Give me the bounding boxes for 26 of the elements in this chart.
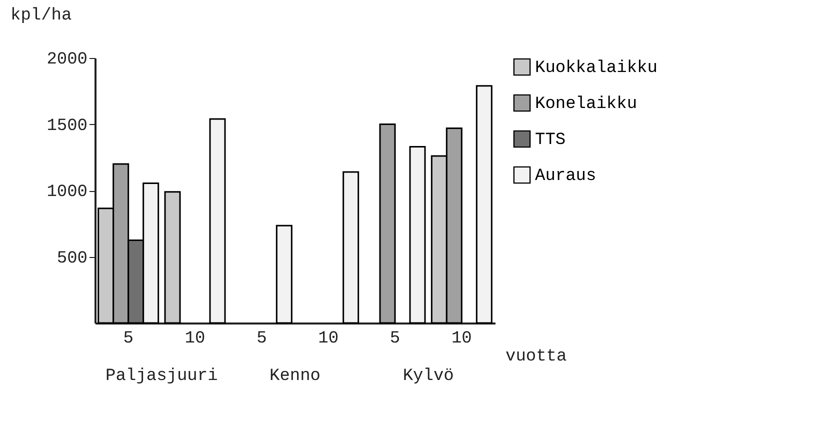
legend-label: Kuokkalaikku <box>535 59 658 78</box>
x-tick-label: 10 <box>318 330 339 348</box>
y-axis-title: kpl/ha <box>10 6 72 26</box>
bar <box>164 191 181 324</box>
x-tick-label: 5 <box>390 330 400 348</box>
text: Kylvö <box>402 367 454 386</box>
y-tick-label: 500 <box>56 249 88 268</box>
bar <box>209 118 226 324</box>
x-tick-label: 5 <box>256 330 267 348</box>
text: Paljasjuuri <box>106 367 218 386</box>
bar <box>379 124 396 324</box>
x-tick-label: 10 <box>184 330 206 348</box>
bar <box>476 85 492 324</box>
legend-label: Konelaikku <box>535 95 638 114</box>
y-tick-label: 2000 <box>46 50 88 70</box>
x-tick-label: 5 <box>123 330 134 348</box>
legend-label: TTS <box>535 131 566 150</box>
y-tick-label: 1500 <box>46 116 88 136</box>
x-tick-label: 10 <box>451 330 472 348</box>
legend-label: Auraus <box>535 167 596 186</box>
bar <box>409 146 426 324</box>
bar <box>276 224 292 324</box>
text: Kenno <box>269 367 321 386</box>
x-axis-title: vuotta <box>506 348 567 366</box>
y-tick-label: 1000 <box>46 183 88 202</box>
bar <box>342 171 360 324</box>
